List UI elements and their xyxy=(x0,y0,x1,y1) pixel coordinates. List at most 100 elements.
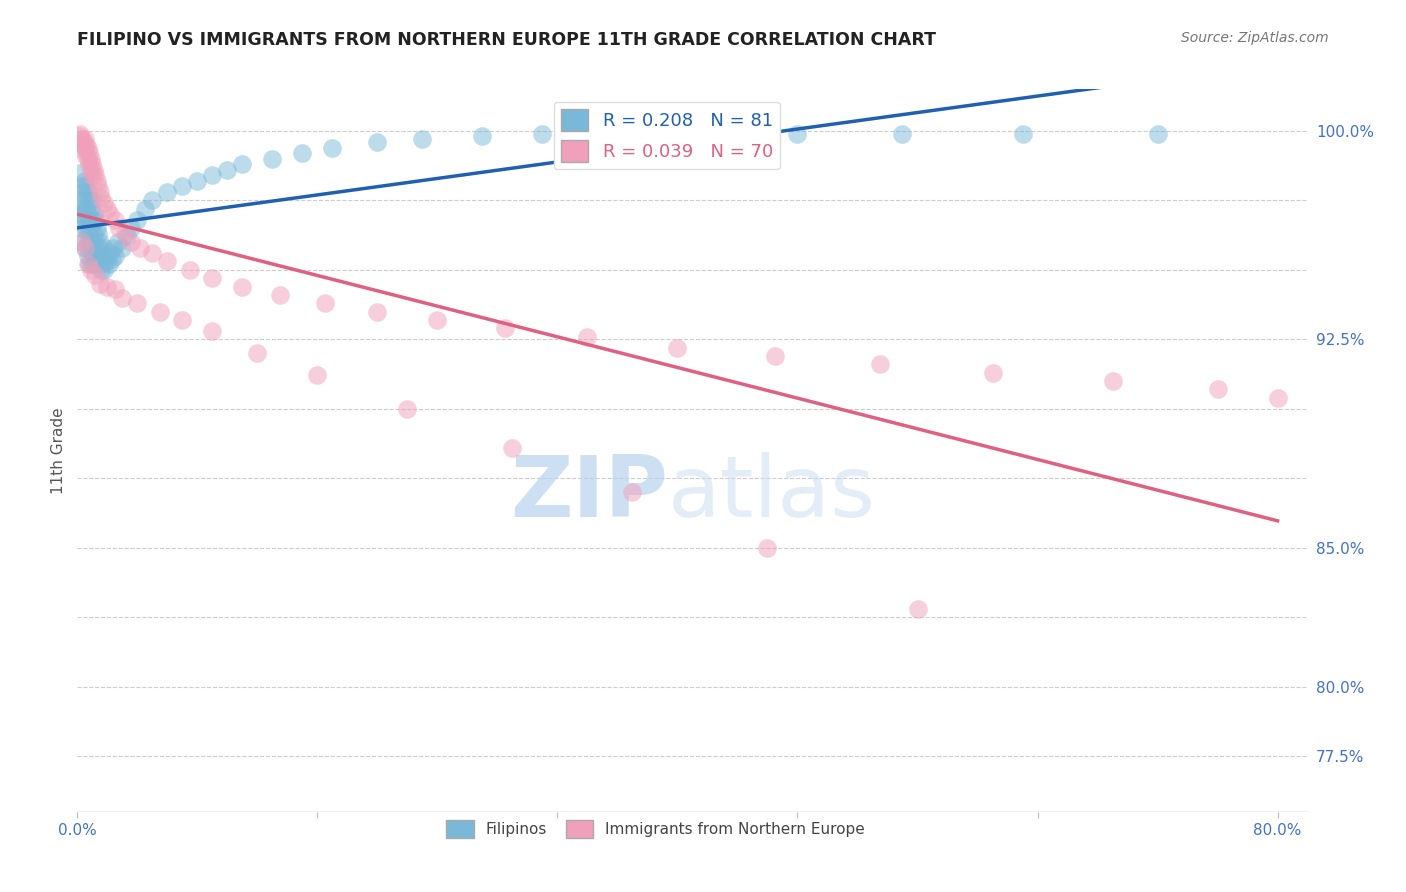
Point xyxy=(107,235,129,249)
Point xyxy=(91,249,114,263)
Point xyxy=(82,235,104,249)
Point xyxy=(262,152,284,166)
Point xyxy=(891,127,914,141)
Point xyxy=(1101,374,1123,388)
Point xyxy=(366,135,388,149)
Point xyxy=(127,296,149,310)
Point xyxy=(756,541,779,555)
Point xyxy=(291,146,314,161)
Point xyxy=(129,241,152,255)
Point xyxy=(120,235,142,249)
Point xyxy=(1011,127,1033,141)
Point xyxy=(79,146,101,161)
Point xyxy=(201,169,224,183)
Point xyxy=(69,165,91,179)
Point xyxy=(396,401,419,416)
Point xyxy=(1206,382,1229,396)
Point xyxy=(141,194,163,208)
Point xyxy=(76,257,98,271)
Point xyxy=(217,162,239,177)
Point xyxy=(76,152,98,166)
Point xyxy=(73,241,96,255)
Point xyxy=(104,282,127,296)
Point xyxy=(621,485,644,500)
Point xyxy=(70,179,93,194)
Point xyxy=(75,179,97,194)
Point xyxy=(127,212,149,227)
Point xyxy=(98,246,121,260)
Point xyxy=(269,288,291,302)
Point xyxy=(156,254,179,268)
Point xyxy=(79,194,101,208)
Point xyxy=(79,235,101,249)
Point xyxy=(134,202,156,216)
Point xyxy=(79,212,101,227)
Point xyxy=(82,194,104,208)
Point xyxy=(231,279,253,293)
Point xyxy=(70,132,93,146)
Point xyxy=(90,190,112,204)
Point xyxy=(73,212,96,227)
Point xyxy=(96,249,118,263)
Point xyxy=(172,313,194,327)
Text: Source: ZipAtlas.com: Source: ZipAtlas.com xyxy=(1181,31,1329,45)
Point xyxy=(149,304,172,318)
Point xyxy=(67,194,90,208)
Point xyxy=(114,227,136,241)
Point xyxy=(156,185,179,199)
Point xyxy=(307,368,329,383)
Point xyxy=(73,241,96,255)
Point xyxy=(73,174,96,188)
Point xyxy=(82,169,104,183)
Point xyxy=(763,349,786,363)
Point xyxy=(73,194,96,208)
Point xyxy=(80,152,103,166)
Point xyxy=(103,241,125,255)
Point xyxy=(76,227,98,241)
Point xyxy=(80,263,103,277)
Point xyxy=(98,207,121,221)
Point xyxy=(69,207,91,221)
Point xyxy=(70,202,93,216)
Point xyxy=(79,257,101,271)
Point xyxy=(89,277,111,291)
Point xyxy=(69,127,91,141)
Point xyxy=(70,235,93,249)
Point xyxy=(89,235,111,249)
Legend: Filipinos, Immigrants from Northern Europe: Filipinos, Immigrants from Northern Euro… xyxy=(440,814,872,844)
Point xyxy=(72,135,94,149)
Point xyxy=(108,221,131,235)
Point xyxy=(411,132,433,146)
Point xyxy=(80,162,103,177)
Point xyxy=(80,221,103,235)
Point xyxy=(111,241,134,255)
Point xyxy=(84,169,107,183)
Point xyxy=(75,221,97,235)
Point xyxy=(101,252,124,266)
Point xyxy=(70,221,93,235)
Point xyxy=(606,127,628,141)
Point xyxy=(1146,127,1168,141)
Point xyxy=(141,246,163,260)
Point xyxy=(111,291,134,305)
Point xyxy=(426,313,449,327)
Point xyxy=(79,157,101,171)
Point xyxy=(90,263,112,277)
Point xyxy=(70,137,93,152)
Point xyxy=(104,212,127,227)
Point xyxy=(1267,391,1289,405)
Point xyxy=(246,346,269,360)
Point xyxy=(115,229,138,244)
Point xyxy=(86,244,108,258)
Text: ZIP: ZIP xyxy=(510,452,668,535)
Point xyxy=(179,263,201,277)
Point xyxy=(82,212,104,227)
Point xyxy=(531,127,554,141)
Point xyxy=(96,202,118,216)
Point xyxy=(93,263,115,277)
Point xyxy=(82,257,104,271)
Point xyxy=(73,140,96,154)
Point xyxy=(696,127,718,141)
Point xyxy=(75,202,97,216)
Point xyxy=(83,227,105,241)
